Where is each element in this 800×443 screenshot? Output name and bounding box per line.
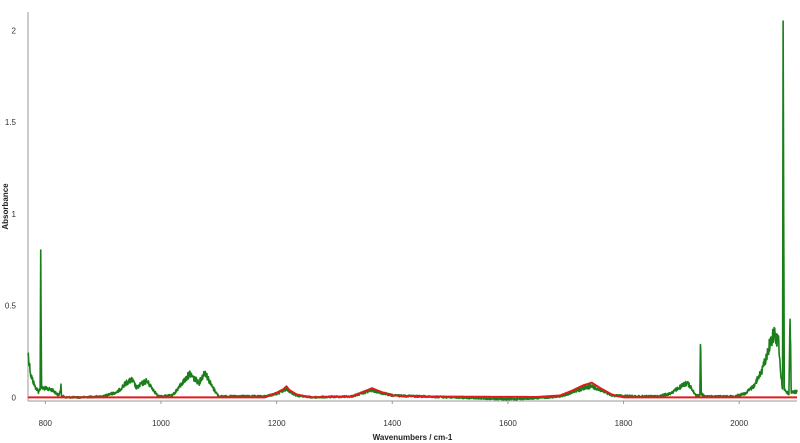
x-tick-label: 1000 bbox=[152, 419, 170, 428]
y-tick-label: 0.5 bbox=[5, 302, 17, 311]
x-tick-label: 800 bbox=[39, 419, 53, 428]
x-tick-label: 1200 bbox=[268, 419, 286, 428]
x-tick-label: 1800 bbox=[615, 419, 633, 428]
y-tick-label: 1.5 bbox=[5, 118, 17, 127]
x-tick-label: 1400 bbox=[383, 419, 401, 428]
x-tick-label: 1600 bbox=[499, 419, 517, 428]
y-axis-title: Absorbance bbox=[1, 183, 10, 230]
y-tick-label: 1 bbox=[12, 210, 17, 219]
y-tick-labels: 0 0.5 1 1.5 2 bbox=[5, 26, 17, 402]
y-tick-label: 2 bbox=[12, 26, 17, 35]
axes bbox=[27, 12, 797, 402]
x-tick-labels: 800 1000 1200 1400 1600 1800 2000 bbox=[39, 401, 749, 428]
spectrum-series-2 bbox=[27, 381, 798, 399]
series-layer bbox=[27, 20, 798, 401]
y-tick-label: 0 bbox=[12, 393, 17, 402]
x-tick-label: 2000 bbox=[730, 419, 748, 428]
x-axis-title: Wavenumbers / cm-1 bbox=[373, 433, 453, 442]
